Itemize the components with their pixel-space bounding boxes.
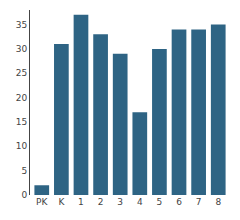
svg-text:PK: PK [36, 197, 48, 207]
svg-text:2: 2 [98, 197, 104, 207]
svg-text:5: 5 [157, 197, 163, 207]
svg-text:1: 1 [78, 197, 84, 207]
svg-text:3: 3 [117, 197, 123, 207]
svg-text:15: 15 [16, 117, 27, 127]
svg-text:4: 4 [137, 197, 143, 207]
svg-text:5: 5 [21, 166, 27, 176]
svg-text:K: K [58, 197, 65, 207]
svg-text:25: 25 [16, 68, 27, 78]
svg-text:35: 35 [16, 20, 27, 30]
svg-text:6: 6 [176, 197, 182, 207]
svg-text:30: 30 [16, 44, 28, 54]
svg-text:8: 8 [215, 197, 221, 207]
svg-text:10: 10 [16, 141, 28, 151]
svg-text:7: 7 [196, 197, 202, 207]
svg-text:20: 20 [16, 93, 28, 103]
svg-text:0: 0 [21, 190, 27, 200]
